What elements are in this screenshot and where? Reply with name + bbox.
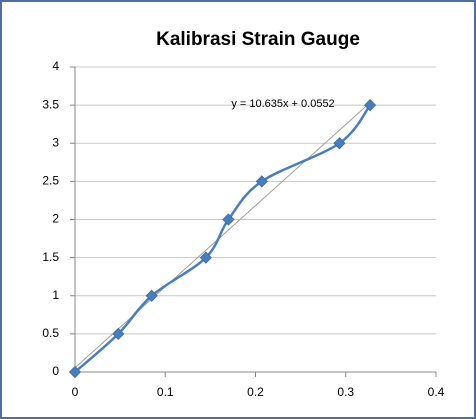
x-tick-label: 0.2 <box>247 385 264 399</box>
marker <box>199 251 212 264</box>
x-tick-label: 0.1 <box>157 385 174 399</box>
trendline-label: y = 10.635x + 0.0552 <box>231 98 334 110</box>
marker <box>222 213 235 226</box>
y-tick-label: 2.5 <box>42 174 59 188</box>
marker <box>145 289 158 302</box>
y-tick-label: 1 <box>52 288 59 302</box>
y-tick-label: 0 <box>52 364 59 378</box>
marker <box>68 365 82 379</box>
y-tick-label: 2 <box>52 212 59 226</box>
chart-title: Kalibrasi Strain Gauge <box>156 29 360 50</box>
x-tick-label: 0 <box>72 385 79 399</box>
trendline <box>74 102 371 369</box>
x-tick-label: 0.4 <box>428 385 445 399</box>
marker <box>255 175 268 188</box>
y-tick-label: 3.5 <box>42 97 59 111</box>
y-tick-label: 1.5 <box>42 250 59 264</box>
x-tick-label: 0.3 <box>337 385 354 399</box>
y-tick-label: 3 <box>52 135 59 149</box>
y-tick-label: 4 <box>52 59 59 73</box>
marker <box>333 137 346 150</box>
marker <box>112 327 125 340</box>
series-line <box>74 104 372 373</box>
marker <box>364 99 377 112</box>
y-tick-label: 0.5 <box>42 326 59 340</box>
